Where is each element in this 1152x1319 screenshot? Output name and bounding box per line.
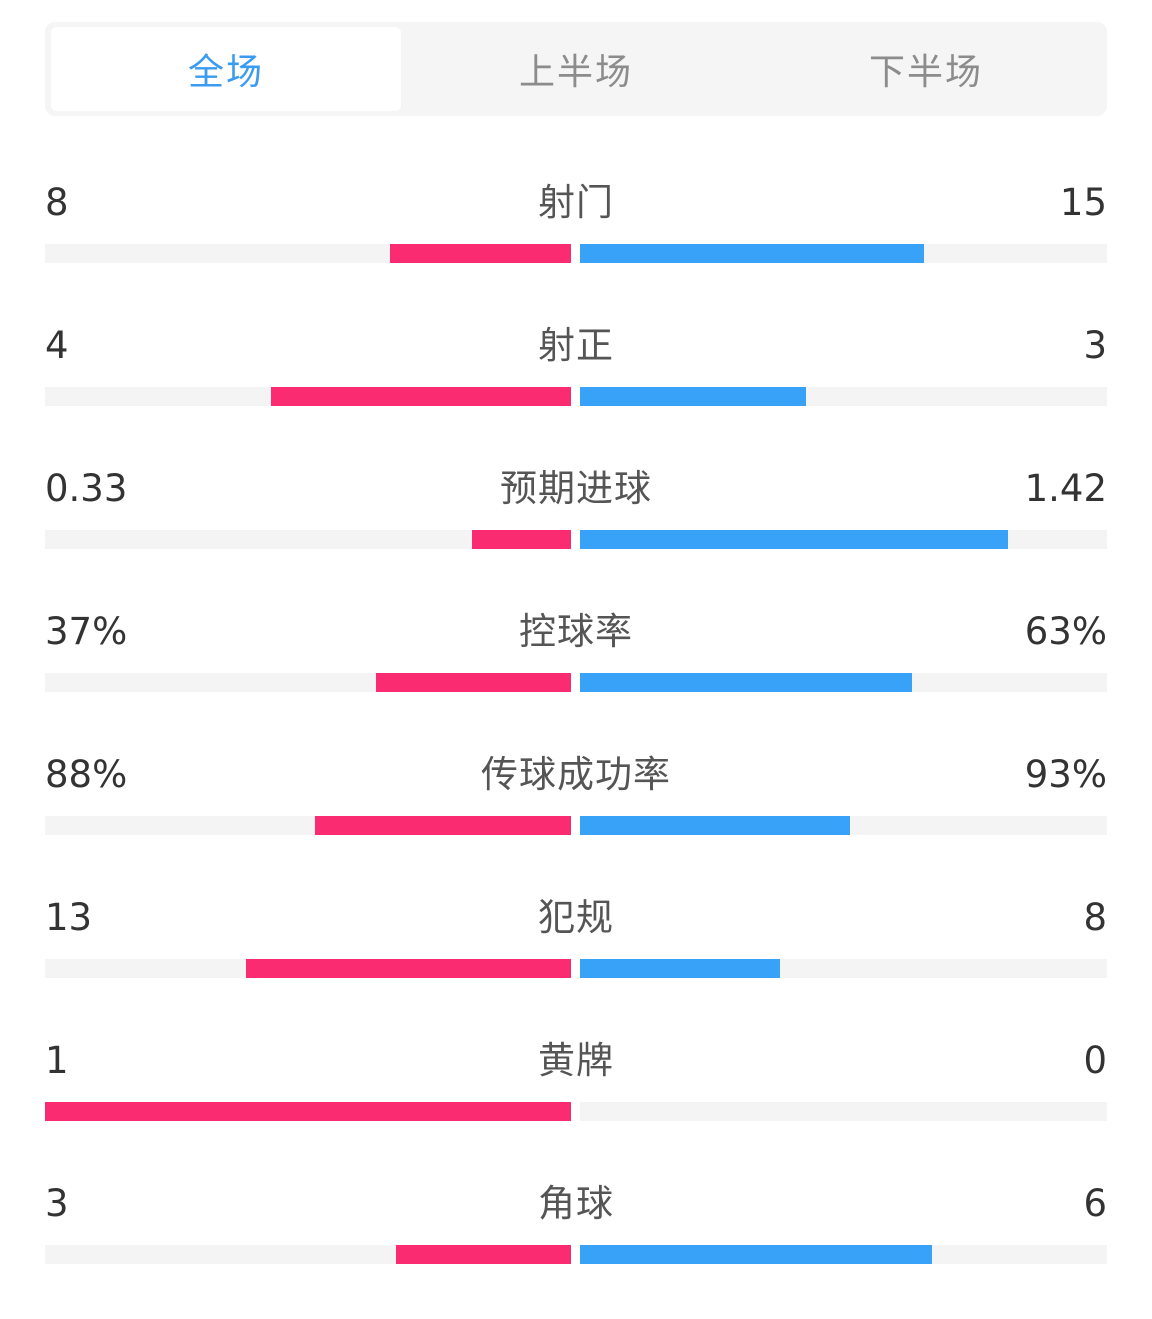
home-bar-fill (395, 1245, 571, 1264)
away-bar-fill (580, 1245, 932, 1264)
stat-row-possession: 37% 控球率 63% (45, 592, 1107, 735)
stat-row-expected-goals: 0.33 预期进球 1.42 (45, 449, 1107, 592)
tab-first-half[interactable]: 上半场 (518, 52, 633, 93)
tab-second-half[interactable]: 下半场 (868, 52, 983, 93)
home-bar-fill (389, 244, 571, 263)
comparison-bar (45, 816, 1107, 835)
away-value: 1.42 (1024, 467, 1107, 510)
home-value: 1 (45, 1039, 69, 1082)
home-value: 88% (45, 753, 128, 796)
home-value: 4 (45, 324, 69, 367)
home-bar-track (45, 244, 571, 263)
stat-row-shots-on-target: 4 射正 3 (45, 306, 1107, 449)
tab-full-match[interactable]: 全场 (51, 27, 401, 111)
away-bar-fill (580, 816, 851, 835)
away-bar-track (580, 816, 1107, 835)
away-bar-track (580, 530, 1107, 549)
home-bar-track (45, 530, 571, 549)
stat-label: 传球成功率 (481, 753, 671, 796)
stat-label: 控球率 (519, 610, 633, 653)
stats-list: 8 射门 15 4 射正 3 0.33 预期进球 1.42 (45, 163, 1107, 1307)
away-bar-fill (580, 244, 924, 263)
away-value: 63% (1024, 610, 1107, 653)
home-bar-fill (314, 816, 571, 835)
stat-label: 射门 (538, 181, 614, 224)
away-bar-fill (580, 673, 912, 692)
home-bar-fill (45, 1102, 571, 1121)
stat-label: 角球 (538, 1182, 614, 1225)
comparison-bar (45, 673, 1107, 692)
stat-label: 犯规 (538, 896, 614, 939)
away-value: 15 (1059, 181, 1107, 224)
home-bar-fill (471, 530, 571, 549)
home-value: 8 (45, 181, 69, 224)
stat-row-shots: 8 射门 15 (45, 163, 1107, 306)
away-bar-track (580, 387, 1107, 406)
home-bar-track (45, 959, 571, 978)
comparison-bar (45, 959, 1107, 978)
away-value: 8 (1083, 896, 1107, 939)
stat-row-fouls: 13 犯规 8 (45, 878, 1107, 1021)
comparison-bar (45, 530, 1107, 549)
home-bar-fill (245, 959, 571, 978)
home-bar-track (45, 673, 571, 692)
away-value: 3 (1083, 324, 1107, 367)
stat-row-pass-accuracy: 88% 传球成功率 93% (45, 735, 1107, 878)
away-value: 0 (1083, 1039, 1107, 1082)
stat-label: 预期进球 (500, 467, 652, 510)
away-bar-fill (580, 530, 1008, 549)
away-bar-track (580, 244, 1107, 263)
stat-row-yellow-cards: 1 黄牌 0 (45, 1021, 1107, 1164)
stat-label: 射正 (538, 324, 614, 367)
period-tabs: 全场 上半场 下半场 (45, 22, 1107, 116)
stat-row-corners: 3 角球 6 (45, 1164, 1107, 1307)
comparison-bar (45, 1102, 1107, 1121)
home-value: 37% (45, 610, 128, 653)
home-bar-fill (376, 673, 571, 692)
comparison-bar (45, 244, 1107, 263)
away-bar-track (580, 959, 1107, 978)
comparison-bar (45, 387, 1107, 406)
away-value: 6 (1083, 1182, 1107, 1225)
away-value: 93% (1024, 753, 1107, 796)
home-bar-fill (271, 387, 571, 406)
home-bar-track (45, 387, 571, 406)
comparison-bar (45, 1245, 1107, 1264)
away-bar-track (580, 1245, 1107, 1264)
home-bar-track (45, 1245, 571, 1264)
home-bar-track (45, 1102, 571, 1121)
stat-label: 黄牌 (538, 1039, 614, 1082)
away-bar-fill (580, 387, 806, 406)
home-value: 3 (45, 1182, 69, 1225)
home-value: 13 (45, 896, 93, 939)
away-bar-fill (580, 959, 781, 978)
home-bar-track (45, 816, 571, 835)
away-bar-track (580, 673, 1107, 692)
away-bar-track (580, 1102, 1107, 1121)
home-value: 0.33 (45, 467, 128, 510)
